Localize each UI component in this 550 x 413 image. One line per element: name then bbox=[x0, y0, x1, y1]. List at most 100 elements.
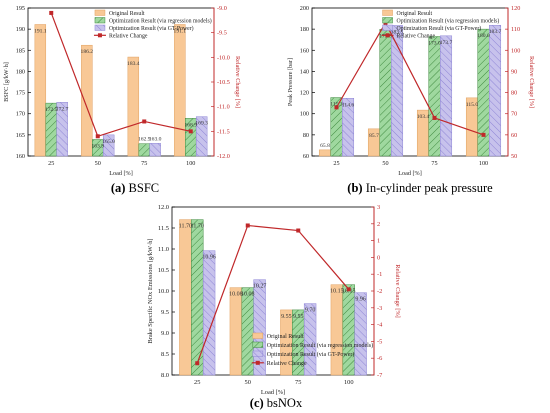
bar-value-label: 191.1 bbox=[34, 28, 47, 34]
y-right-tick-label: -10.5 bbox=[217, 79, 230, 86]
bar-2 bbox=[149, 143, 161, 157]
bar-value-label: 165.0 bbox=[102, 139, 115, 145]
bar-value-label: 162.9 bbox=[138, 137, 151, 143]
relative-change-point bbox=[188, 129, 193, 134]
y-right-tick-label: 60 bbox=[511, 132, 517, 139]
chart-panel-peak-pressure: 60 80 100 120 140 160 180 200 50 60 70 80 90 100 110 12… bbox=[287, 5, 535, 177]
caption-a: (a) BSFC bbox=[111, 181, 159, 195]
y-right-tick-label: -11.0 bbox=[217, 104, 230, 111]
y-tick-label: 200 bbox=[300, 5, 309, 12]
y-right-tick-label: -5 bbox=[377, 338, 382, 345]
y-tick-label: 10.0 bbox=[158, 288, 169, 295]
y-right-tick-label: -10.0 bbox=[217, 54, 230, 61]
bar-2 bbox=[440, 35, 453, 157]
legend-swatch bbox=[252, 332, 264, 339]
bar-value-label: 163.9 bbox=[91, 144, 104, 150]
bar-value-label: 9.55 bbox=[293, 314, 304, 320]
bar-2 bbox=[195, 116, 208, 157]
bar-2 bbox=[303, 303, 317, 376]
relative-change-point bbox=[334, 105, 339, 110]
bar-1 bbox=[138, 143, 150, 157]
legend-label: Optimization Result (via regression mode… bbox=[267, 342, 373, 349]
x-axis-label: Load [%] bbox=[109, 170, 133, 177]
legend-swatch bbox=[94, 9, 106, 16]
x-tick-label: 25 bbox=[48, 160, 54, 167]
bar-1 bbox=[241, 287, 254, 376]
bar-value-label: 115.3 bbox=[330, 102, 343, 108]
y-right-tick-label: 70 bbox=[511, 111, 517, 118]
bar-value-label: 9.55 bbox=[281, 314, 292, 320]
bar-0 bbox=[318, 149, 331, 157]
bar-value-label: 11.70 bbox=[179, 224, 192, 230]
y-tick-label: 100 bbox=[300, 111, 309, 118]
bar-value-label: 85.7 bbox=[369, 133, 379, 139]
bar-value-label: 172.5 bbox=[45, 107, 58, 113]
bar-2 bbox=[489, 24, 502, 157]
bar-value-label: 65.8 bbox=[320, 143, 330, 149]
y-right-tick-label: -3 bbox=[377, 305, 382, 312]
y-right-tick-label: 100 bbox=[511, 47, 520, 54]
bar-1 bbox=[379, 29, 392, 157]
legend-swatch bbox=[252, 341, 264, 348]
bar-0 bbox=[81, 44, 93, 157]
bar-1 bbox=[342, 284, 355, 376]
relative-change-point bbox=[195, 361, 200, 366]
x-tick-label: 75 bbox=[141, 160, 147, 167]
relative-change-point bbox=[481, 132, 486, 137]
relative-change-line bbox=[196, 224, 350, 364]
bar-value-label: 169.3 bbox=[195, 121, 208, 127]
relative-change-point bbox=[245, 223, 250, 228]
y-right-tick-label: -7 bbox=[377, 372, 383, 379]
y-right-tick-label: -2 bbox=[377, 288, 382, 295]
bar-value-label: 183.7 bbox=[489, 29, 502, 35]
legend-swatch bbox=[252, 350, 264, 357]
bar-value-label: 163.0 bbox=[149, 136, 162, 142]
bar-value-label: 10.96 bbox=[202, 255, 216, 261]
legend-swatch bbox=[382, 9, 393, 16]
chart-panel-bsfc: 160 165 170 175 180 185 190 195 -12.0 -11.5 -11.0 -… bbox=[3, 5, 241, 177]
bar-2 bbox=[354, 292, 367, 376]
legend-swatch bbox=[382, 17, 393, 24]
y-tick-label: 190 bbox=[16, 26, 25, 33]
bar-2 bbox=[56, 102, 68, 157]
bar-0 bbox=[34, 24, 47, 157]
y-right-tick-label: 1 bbox=[377, 238, 380, 245]
y-tick-label: 175 bbox=[16, 90, 25, 97]
bar-value-label: 183.4 bbox=[127, 61, 140, 67]
legend-label: Relative Change bbox=[397, 33, 436, 39]
y-tick-label: 11.0 bbox=[158, 246, 169, 253]
caption-b: (b) In-cylinder peak pressure bbox=[347, 181, 493, 195]
bar-2 bbox=[391, 25, 404, 157]
y-right-tick-label: 80 bbox=[511, 90, 517, 97]
y-right-axis-label: Relative Change [%] bbox=[528, 56, 535, 108]
x-axis-label: Load [%] bbox=[398, 170, 422, 177]
y-tick-label: 165 bbox=[16, 132, 25, 139]
legend-label: Original Result bbox=[267, 334, 304, 340]
legend-marker bbox=[255, 360, 260, 365]
y-tick-label: 140 bbox=[300, 68, 309, 75]
bar-0 bbox=[330, 284, 344, 376]
x-tick-label: 25 bbox=[194, 379, 200, 386]
x-tick-label: 100 bbox=[479, 160, 488, 167]
relative-change-point bbox=[95, 134, 100, 139]
legend-label: Optimization Result (via GT-Power) bbox=[109, 25, 194, 32]
caption-c: (c) bsNOx bbox=[250, 396, 303, 410]
bar-value-label: 186.2 bbox=[81, 49, 94, 55]
y-tick-label: 80 bbox=[303, 132, 309, 139]
y-tick-label: 185 bbox=[16, 47, 25, 54]
y-right-tick-label: -6 bbox=[377, 355, 382, 362]
y-tick-label: 10.5 bbox=[158, 267, 169, 274]
y-axis-label: Peak Pressure [bar] bbox=[287, 58, 294, 106]
x-tick-label: 75 bbox=[295, 379, 301, 386]
y-tick-label: 11.5 bbox=[158, 225, 169, 232]
x-tick-label: 25 bbox=[333, 160, 339, 167]
bar-1 bbox=[428, 36, 441, 157]
bar-value-label: 173.0 bbox=[428, 41, 441, 47]
y-right-tick-label: 90 bbox=[511, 68, 517, 75]
y-tick-label: 8.0 bbox=[161, 372, 169, 379]
bar-value-label: 173.7 bbox=[440, 40, 453, 46]
relative-change-point bbox=[49, 10, 54, 15]
y-axis-label: BSFC [g/kW·h] bbox=[3, 62, 10, 102]
y-right-tick-label: 2 bbox=[377, 221, 380, 228]
